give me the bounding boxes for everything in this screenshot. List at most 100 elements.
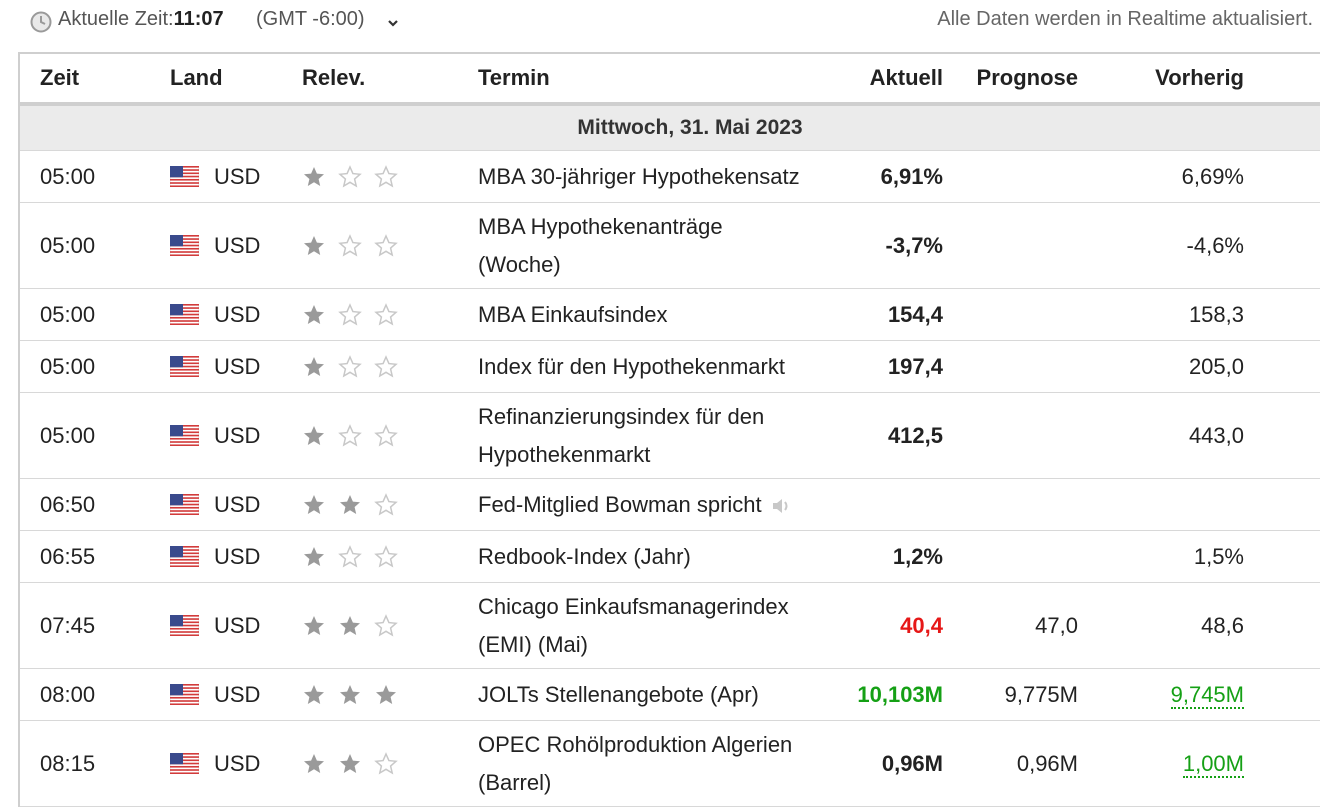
currency-code: USD — [214, 232, 261, 258]
event-name-line2[interactable]: (Woche) — [478, 251, 561, 277]
table-row[interactable]: 05:00 USD Index für den Hypothekenmarkt 197… — [18, 340, 1320, 393]
previous-value-text: 205,0 — [1188, 353, 1244, 379]
column-header-event[interactable]: Termin — [478, 52, 853, 106]
relevance-stars — [302, 392, 478, 479]
relevance-stars — [302, 582, 478, 669]
speaker-icon[interactable] — [770, 496, 794, 516]
event-name[interactable]: Fed-Mitglied Bowman spricht — [478, 478, 853, 531]
row-spacer — [1244, 150, 1320, 203]
event-name-line2[interactable]: (Barrel) — [478, 769, 552, 795]
us-flag-icon — [170, 304, 199, 325]
star-empty-icon — [338, 423, 362, 447]
actual-value: -3,7% — [853, 202, 943, 289]
star-empty-icon — [374, 354, 398, 378]
event-name[interactable]: Refinanzierungsindex für den Hypothekenma… — [478, 392, 853, 479]
star-filled-icon — [304, 166, 324, 186]
previous-value-text: 158,3 — [1188, 301, 1244, 327]
forecast-value: 0,96M — [943, 720, 1078, 807]
event-name-line1[interactable]: Chicago Einkaufsmanagerindex — [478, 593, 789, 619]
event-name-line1[interactable]: MBA Einkaufsindex — [478, 301, 668, 327]
star-filled-icon — [304, 494, 324, 514]
event-name-line1[interactable]: Index für den Hypothekenmarkt — [478, 353, 785, 379]
relevance-stars — [302, 720, 478, 807]
table-row[interactable]: 05:00 USD MBA 30-jähriger Hypothekensatz 6,… — [18, 150, 1320, 203]
table-header-row: Zeit Land Relev. Termin Aktuell Prognose… — [18, 52, 1320, 106]
event-name-line1[interactable]: OPEC Rohölproduktion Algerien — [478, 731, 793, 757]
actual-value-text: 40,4 — [900, 612, 943, 638]
actual-value-text: 6,91% — [880, 163, 943, 189]
star-empty-icon — [374, 164, 398, 188]
event-name-line1[interactable]: JOLTs Stellenangebote (Apr) — [478, 681, 759, 707]
event-name[interactable]: MBA 30-jähriger Hypothekensatz — [478, 150, 853, 203]
table-row[interactable]: 05:00 USD MBA Einkaufsindex 154,4 158,3 — [18, 288, 1320, 341]
table-row[interactable]: 06:55 USD Redbook-Index (Jahr) 1,2% 1,5% — [18, 530, 1320, 583]
timezone-selector[interactable]: (GMT -6:00) — [256, 8, 365, 30]
actual-value-text: -3,7% — [885, 232, 943, 258]
currency-code: USD — [214, 750, 261, 776]
event-name-line1[interactable]: Refinanzierungsindex für den — [478, 403, 765, 429]
economic-calendar: Zeit Land Relev. Termin Aktuell Prognose… — [18, 52, 1320, 807]
event-name[interactable]: MBA Hypothekenanträge (Woche) — [478, 202, 853, 289]
column-header-previous[interactable]: Vorherig — [1078, 52, 1244, 106]
table-row[interactable]: 05:00 USD Refinanzierungsindex für den Hypo… — [18, 392, 1320, 479]
actual-value-text: 154,4 — [887, 301, 943, 327]
event-name[interactable]: Redbook-Index (Jahr) — [478, 530, 853, 583]
actual-value: 6,91% — [853, 150, 943, 203]
event-name-line1[interactable]: MBA Hypothekenanträge — [478, 213, 723, 239]
column-header-land[interactable]: Land — [170, 52, 302, 106]
us-flag-icon — [170, 356, 199, 377]
star-empty-icon — [338, 164, 362, 188]
event-name[interactable]: Index für den Hypothekenmarkt — [478, 340, 853, 393]
actual-value: 10,103M — [853, 668, 943, 721]
event-name-line2[interactable]: Hypothekenmarkt — [478, 441, 651, 467]
event-name[interactable]: Chicago Einkaufsmanagerindex (EMI) (Mai) — [478, 582, 853, 669]
relevance-stars — [302, 340, 478, 393]
star-empty-icon — [338, 302, 362, 326]
star-empty-icon — [338, 233, 362, 257]
row-spacer — [1244, 340, 1320, 393]
currency-code: USD — [214, 543, 261, 569]
chevron-down-icon[interactable] — [386, 16, 400, 30]
actual-value-text: 10,103M — [857, 681, 943, 707]
actual-value-text: 412,5 — [887, 422, 943, 448]
time-value: 11:07 — [173, 8, 224, 30]
column-header-actual[interactable]: Aktuell — [853, 52, 943, 106]
country-cell: USD — [170, 202, 302, 289]
column-header-relevance[interactable]: Relev. — [302, 52, 478, 106]
star-filled-icon — [304, 304, 324, 324]
table-row[interactable]: 08:15 USD OPEC Rohölproduktion Algerien (Ba… — [18, 720, 1320, 807]
previous-value: 6,69% — [1078, 150, 1244, 203]
star-filled-icon — [304, 546, 324, 566]
event-name[interactable]: JOLTs Stellenangebote (Apr) — [478, 668, 853, 721]
actual-value: 40,4 — [853, 582, 943, 669]
event-time: 05:00 — [18, 150, 170, 203]
table-row[interactable]: 05:00 USD MBA Hypothekenanträge (Woche) -3,7… — [18, 202, 1320, 289]
time-label: Aktuelle Zeit: — [58, 8, 174, 30]
table-row[interactable]: 07:45 USD Chicago Einkaufsmanagerindex (EMI… — [18, 582, 1320, 669]
table-row[interactable]: 06:50 USD Fed-Mitglied Bowman spricht — [18, 478, 1320, 531]
relevance-stars — [302, 668, 478, 721]
forecast-value — [943, 392, 1078, 479]
currency-code: USD — [214, 301, 261, 327]
country-cell: USD — [170, 150, 302, 203]
event-name-line1[interactable]: Redbook-Index (Jahr) — [478, 543, 691, 569]
star-filled-icon — [340, 615, 360, 635]
event-name-line1[interactable]: Fed-Mitglied Bowman spricht — [478, 491, 762, 517]
event-name-line1[interactable]: MBA 30-jähriger Hypothekensatz — [478, 163, 800, 189]
previous-value: 158,3 — [1078, 288, 1244, 341]
column-header-forecast[interactable]: Prognose — [943, 52, 1078, 106]
star-empty-icon — [338, 544, 362, 568]
event-name-line2[interactable]: (EMI) (Mai) — [478, 631, 588, 657]
country-cell: USD — [170, 288, 302, 341]
currency-code: USD — [214, 491, 261, 517]
event-name[interactable]: MBA Einkaufsindex — [478, 288, 853, 341]
column-header-time[interactable]: Zeit — [18, 52, 170, 106]
top-bar: Aktuelle Zeit:11:07 (GMT -6:00) Alle Dat… — [0, 0, 1320, 52]
table-row[interactable]: 08:00 USD JOLTs Stellenangebote (Apr) 10,10… — [18, 668, 1320, 721]
star-filled-icon — [304, 615, 324, 635]
relevance-stars — [302, 288, 478, 341]
star-filled-icon — [304, 235, 324, 255]
event-name[interactable]: OPEC Rohölproduktion Algerien (Barrel) — [478, 720, 853, 807]
forecast-value — [943, 202, 1078, 289]
previous-value-text: 48,6 — [1201, 612, 1244, 638]
